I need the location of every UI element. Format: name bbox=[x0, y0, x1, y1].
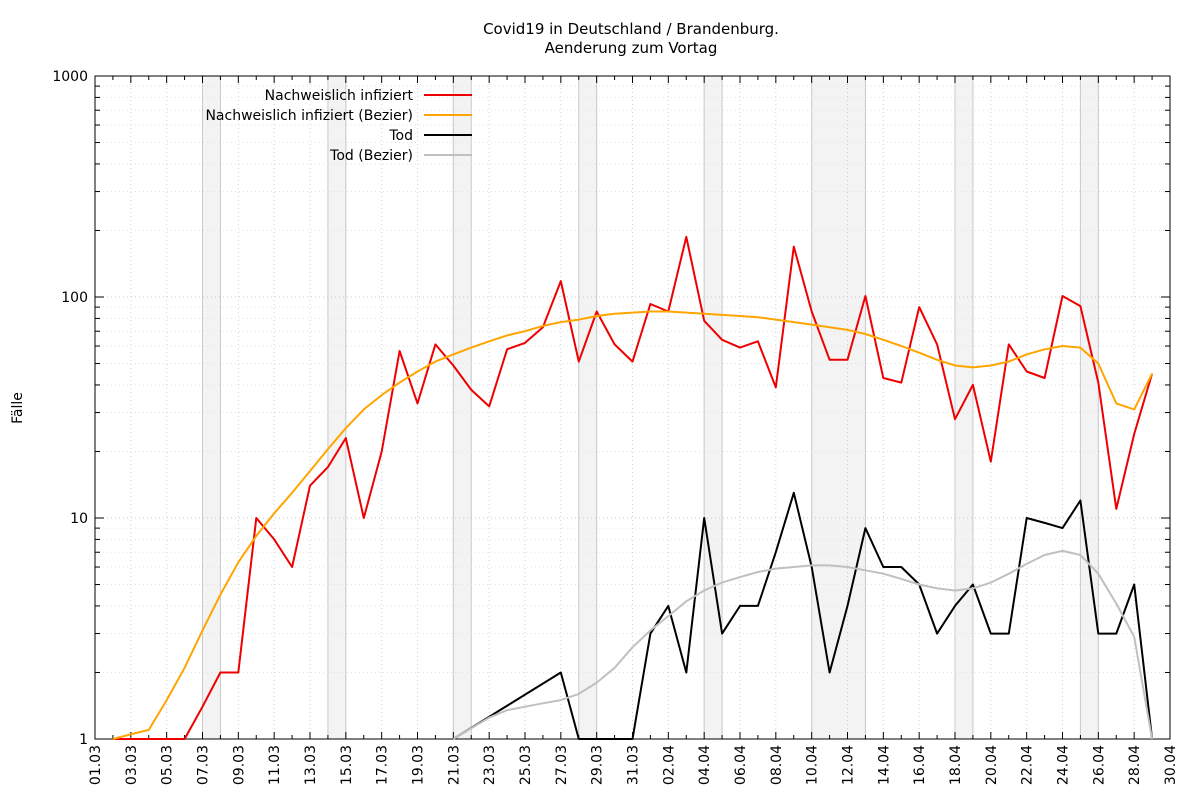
y-tick-label: 100 bbox=[61, 290, 88, 306]
legend-label: Tod bbox=[388, 128, 413, 144]
x-tick-label: 30.04 bbox=[1163, 745, 1179, 785]
weekend-shading bbox=[202, 76, 1099, 739]
x-tick-label: 11.03 bbox=[267, 745, 283, 785]
x-tick-label: 19.03 bbox=[411, 745, 427, 785]
weekend-band bbox=[811, 76, 866, 739]
x-tick-label: 16.04 bbox=[912, 745, 928, 785]
weekend-band bbox=[704, 76, 723, 739]
x-tick-label: 31.03 bbox=[626, 745, 642, 785]
x-tick-label: 07.03 bbox=[196, 745, 212, 785]
x-tick-label: 21.03 bbox=[446, 745, 462, 785]
x-tick-label: 29.03 bbox=[590, 745, 606, 785]
x-tick-label: 17.03 bbox=[375, 745, 391, 785]
x-tick-label: 10.04 bbox=[805, 745, 821, 785]
weekend-band bbox=[1080, 76, 1099, 739]
x-tick-label: 14.04 bbox=[876, 745, 892, 785]
x-tick-label: 26.04 bbox=[1091, 745, 1107, 785]
x-tick-label: 12.04 bbox=[841, 745, 857, 785]
x-tick-label: 04.04 bbox=[697, 745, 713, 785]
series-line bbox=[112, 235, 1154, 740]
x-tick-label: 20.04 bbox=[984, 745, 1000, 785]
x-tick-label: 06.04 bbox=[733, 745, 749, 785]
legend-label: Tod (Bezier) bbox=[329, 148, 413, 164]
legend-label: Nachweislich infiziert (Bezier) bbox=[205, 108, 413, 124]
weekend-band bbox=[453, 76, 472, 739]
x-tick-label: 24.04 bbox=[1056, 745, 1072, 785]
weekend-band bbox=[578, 76, 597, 739]
weekend-band bbox=[327, 76, 346, 739]
series-line bbox=[112, 310, 1153, 740]
y-tick-label: 1000 bbox=[52, 69, 88, 85]
x-tick-label: 05.03 bbox=[160, 745, 176, 785]
series-lines bbox=[112, 235, 1154, 740]
y-tick-label: 10 bbox=[70, 511, 88, 527]
y-axis-label: Fälle bbox=[10, 392, 26, 424]
x-tick-label: 27.03 bbox=[554, 745, 570, 785]
series-line bbox=[452, 549, 1154, 740]
x-tick-label: 15.03 bbox=[339, 745, 355, 785]
legend-label: Nachweislich infiziert bbox=[265, 88, 414, 104]
x-tick-label: 23.03 bbox=[482, 745, 498, 785]
x-tick-label: 03.03 bbox=[124, 745, 140, 785]
grid bbox=[94, 76, 1171, 739]
x-tick-label: 22.04 bbox=[1020, 745, 1036, 785]
chart-title: Covid19 in Deutschland / Brandenburg. bbox=[483, 20, 779, 38]
x-tick-label: 13.03 bbox=[303, 745, 319, 785]
plot-frame bbox=[94, 75, 1171, 740]
x-tick-label: 02.04 bbox=[661, 745, 677, 785]
x-tick-label: 28.04 bbox=[1127, 745, 1143, 785]
axes: 1 10 100 1000 01.03 03.03 05.03 07.03 09.03 11.03… bbox=[52, 69, 1179, 785]
x-tick-label: 01.03 bbox=[88, 745, 104, 785]
legend: Nachweislich infiziert Nachweislich infiz… bbox=[205, 88, 472, 164]
chart-subtitle: Aenderung zum Vortag bbox=[545, 39, 718, 57]
x-tick-label: 18.04 bbox=[948, 745, 964, 785]
weekend-band bbox=[955, 76, 973, 739]
x-tick-label: 08.04 bbox=[769, 745, 785, 785]
series-line bbox=[452, 491, 1154, 740]
x-tick-label: 09.03 bbox=[231, 745, 247, 785]
y-tick-label: 1 bbox=[79, 732, 88, 748]
x-tick-label: 25.03 bbox=[518, 745, 534, 785]
weekend-band bbox=[202, 76, 221, 739]
